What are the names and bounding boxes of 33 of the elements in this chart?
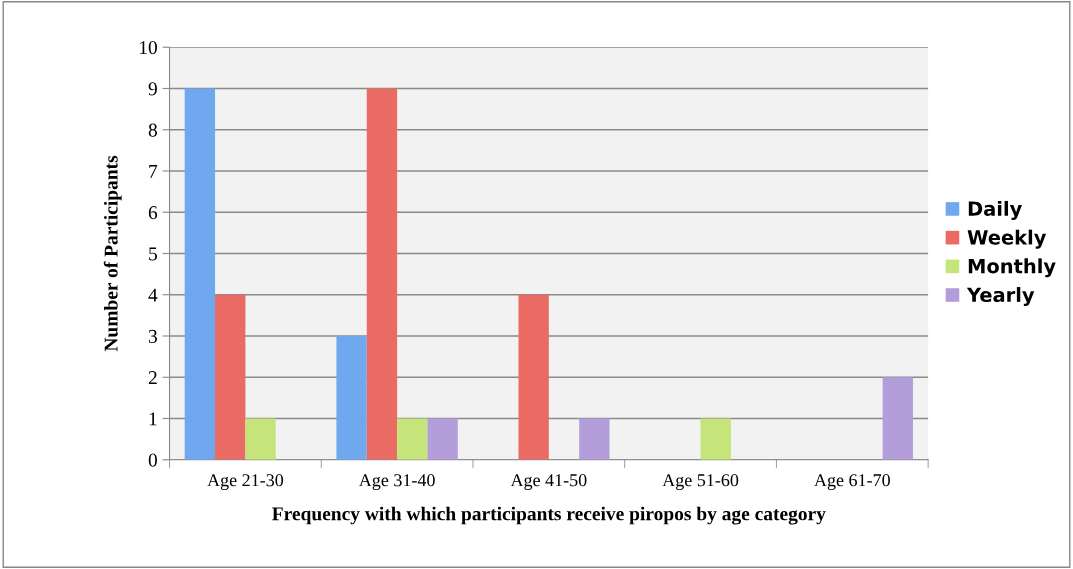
bar xyxy=(700,418,731,460)
bar xyxy=(579,418,610,460)
bar xyxy=(427,418,458,460)
y-tick-label: 4 xyxy=(148,288,158,302)
bar xyxy=(336,335,367,460)
x-tick-label: Age 21-30 xyxy=(207,474,284,491)
x-tick-label: Age 51-60 xyxy=(662,474,739,491)
y-tick-label: 0 xyxy=(148,453,157,467)
legend-label: Monthly xyxy=(968,258,1056,278)
legend-label: Weekly xyxy=(967,229,1047,249)
y-tick-label: 8 xyxy=(148,123,157,137)
y-tick-label: 7 xyxy=(149,165,158,178)
y-tick-label: 3 xyxy=(148,329,157,343)
x-tick-label: Age 41-50 xyxy=(510,474,587,491)
bar xyxy=(366,88,398,460)
y-tick-label: 9 xyxy=(148,82,157,96)
x-tick-label: Age 61-70 xyxy=(814,474,890,491)
y-tick-label: 1 xyxy=(149,412,157,426)
y-tick-label: 6 xyxy=(148,206,158,220)
y-tick-label: 5 xyxy=(149,247,157,261)
legend-label: Yearly xyxy=(966,287,1035,307)
x-axis-title: Frequency with which participants receive piropos by age category xyxy=(272,506,826,525)
y-tick-label: 2 xyxy=(148,371,157,384)
legend-label: Daily xyxy=(968,200,1022,220)
bar xyxy=(215,294,246,460)
bar xyxy=(184,88,216,460)
bar xyxy=(245,418,276,460)
x-tick-label: Age 31-40 xyxy=(358,474,435,491)
y-axis-title: Number of Participants xyxy=(103,155,122,352)
bar xyxy=(882,377,913,460)
y-tick-label: 10 xyxy=(139,41,157,55)
bar xyxy=(518,294,549,460)
bar xyxy=(397,418,428,460)
